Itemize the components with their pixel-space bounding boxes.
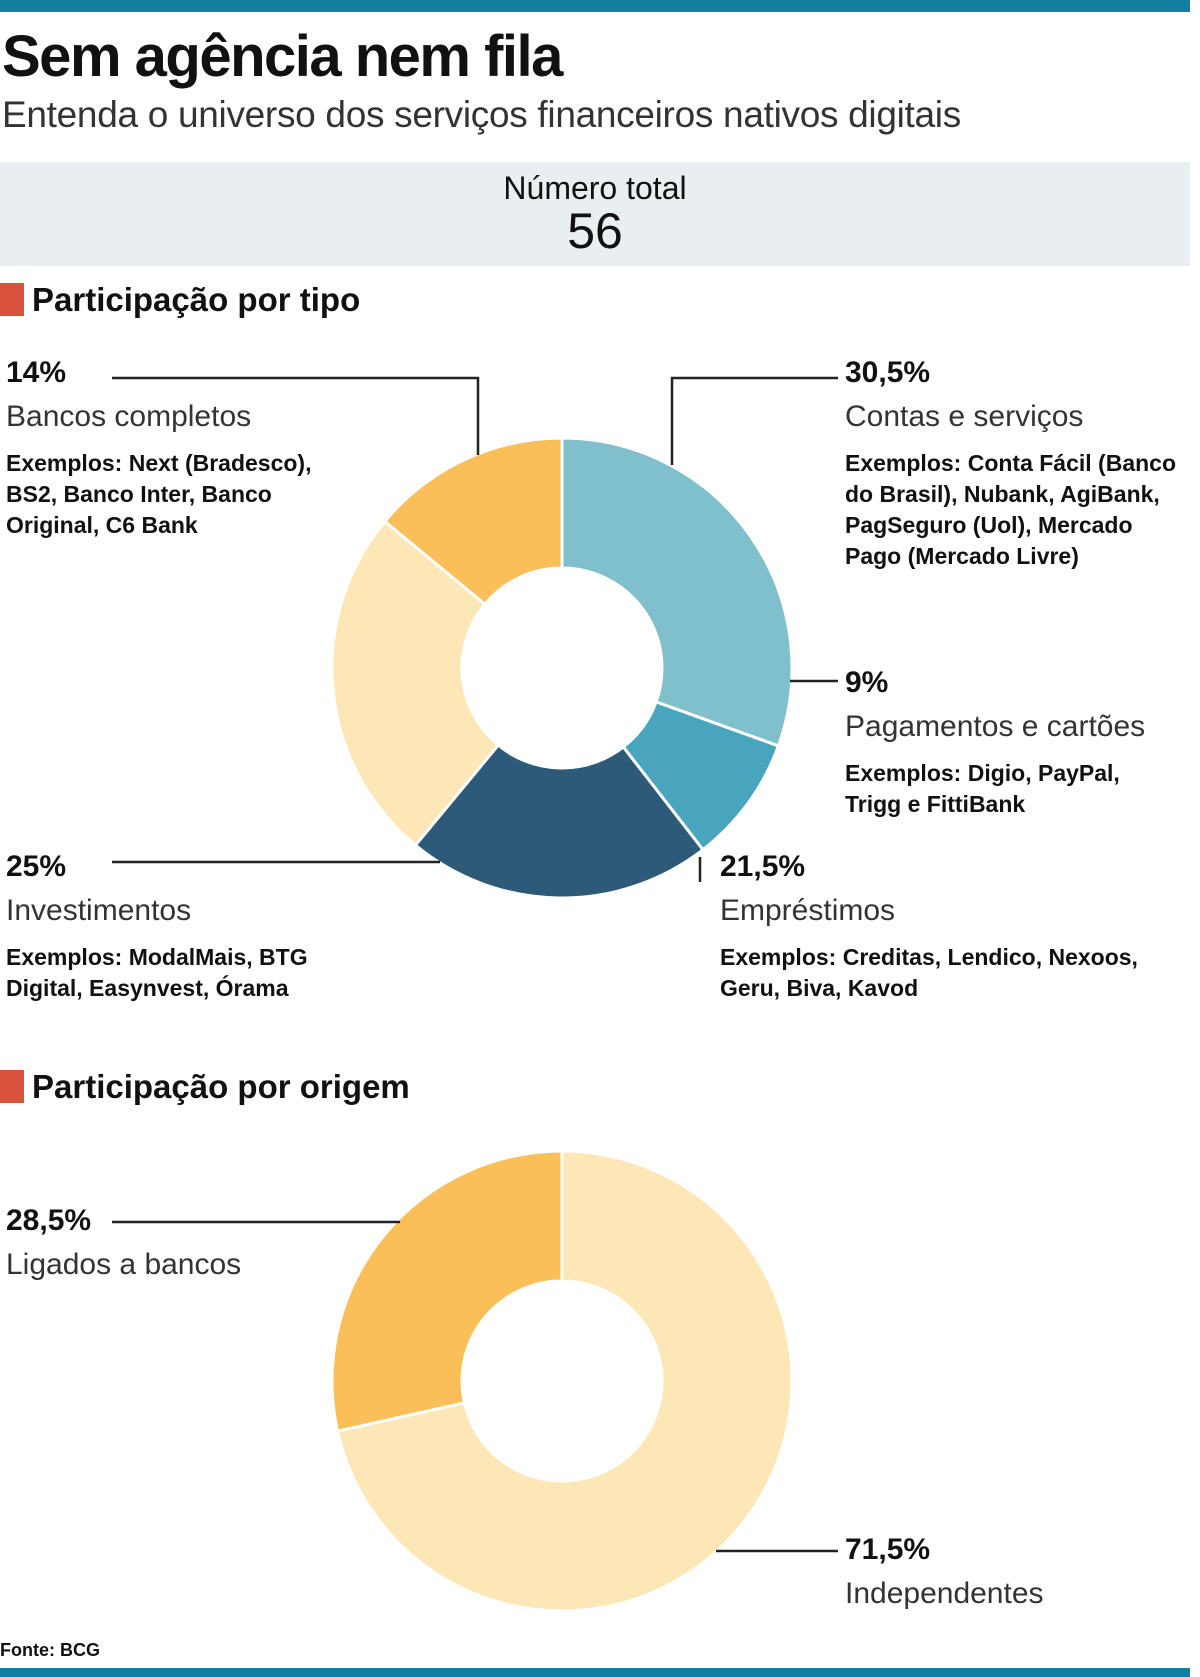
- example-line: Digital, Easynvest, Órama: [6, 975, 289, 1001]
- slice-label-investimentos: 25% Investimentos Exemplos: ModalMais, B…: [6, 852, 308, 1004]
- donut-chart-tipo: [330, 436, 794, 900]
- slice-examples: Exemplos: Creditas, Lendico, Nexoos, Ger…: [720, 942, 1138, 1004]
- slice-label-emprestimos: 21,5% Empréstimos Exemplos: Creditas, Le…: [720, 852, 1138, 1004]
- slice-label-bancos: 14% Bancos completos Exemplos: Next (Bra…: [6, 358, 311, 541]
- example-line: Pago (Mercado Livre): [845, 543, 1079, 569]
- source-note: Fonte: BCG: [0, 1640, 100, 1660]
- slice-category: Empréstimos: [720, 894, 896, 927]
- slice-percent: 25%: [6, 850, 67, 883]
- donut-slice-emprestimos: [413, 742, 706, 900]
- example-line: do Brasil), Nubank, AgiBank,: [845, 481, 1160, 507]
- example-line: BS2, Banco Inter, Banco: [6, 481, 272, 507]
- section-marker: [0, 283, 24, 316]
- total-label: Número total: [503, 170, 687, 206]
- slice-percent: 9%: [845, 666, 889, 699]
- slice-examples: Exemplos: ModalMais, BTG Digital, Easynv…: [6, 942, 308, 1004]
- slice-label-contas: 30,5% Contas e serviços Exemplos: Conta …: [845, 358, 1176, 572]
- slice-percent: 71,5%: [845, 1533, 931, 1566]
- page-title: Sem agência nem fila: [2, 24, 563, 89]
- slice-percent: 28,5%: [6, 1204, 92, 1237]
- donut-slice-contas: [560, 436, 794, 748]
- donut-slice-bancos: [382, 436, 564, 607]
- donut-slice-ligados: [330, 1149, 564, 1433]
- section-title-tipo: Participação por tipo: [32, 281, 361, 318]
- slice-examples: Exemplos: Conta Fácil (Banco do Brasil),…: [845, 448, 1176, 572]
- slice-category: Investimentos: [6, 894, 192, 927]
- donut-chart-origem: [330, 1149, 794, 1613]
- example-line: Trigg e FittiBank: [845, 791, 1026, 817]
- slice-category: Pagamentos e cartões: [845, 710, 1146, 743]
- example-line: Exemplos: Digio, PayPal,: [845, 760, 1120, 786]
- slice-category: Bancos completos: [6, 400, 252, 433]
- slice-percent: 21,5%: [720, 850, 806, 883]
- slice-label-pagamentos: 9% Pagamentos e cartões Exemplos: Digio,…: [845, 668, 1145, 820]
- slice-category: Ligados a bancos: [6, 1248, 242, 1281]
- example-line: Geru, Biva, Kavod: [720, 975, 919, 1001]
- bottom-accent-bar: [0, 1668, 1190, 1677]
- example-line: PagSeguro (Uol), Mercado: [845, 512, 1133, 538]
- section-title-origem: Participação por origem: [32, 1068, 410, 1105]
- slice-category: Independentes: [845, 1577, 1044, 1610]
- total-value: 56: [567, 203, 623, 259]
- donut-slice-investimentos: [330, 519, 501, 848]
- slice-examples: Exemplos: Digio, PayPal, Trigg e FittiBa…: [845, 758, 1145, 820]
- slice-percent: 14%: [6, 356, 67, 389]
- top-accent-bar: [0, 0, 1190, 12]
- slice-category: Contas e serviços: [845, 400, 1084, 433]
- example-line: Exemplos: Next (Bradesco),: [6, 450, 312, 476]
- slice-percent: 30,5%: [845, 356, 931, 389]
- total-box: Número total 56: [0, 162, 1190, 266]
- leader-line: [112, 376, 480, 455]
- section-marker: [0, 1070, 24, 1103]
- example-line: Exemplos: ModalMais, BTG: [6, 944, 308, 970]
- leader-lines: [112, 376, 838, 1553]
- example-line: Exemplos: Creditas, Lendico, Nexoos,: [720, 944, 1138, 970]
- donut-slice-independentes: [335, 1149, 794, 1613]
- example-line: Original, C6 Bank: [6, 512, 198, 538]
- page-subtitle: Entenda o universo dos serviços financei…: [2, 94, 961, 135]
- section-heading-origem: Participação por origem: [0, 1070, 410, 1103]
- section-heading-tipo: Participação por tipo: [0, 283, 360, 316]
- leader-line: [670, 376, 838, 465]
- slice-examples: Exemplos: Next (Bradesco), BS2, Banco In…: [6, 448, 311, 541]
- slice-label-ligados: 28,5% Ligados a bancos: [6, 1206, 241, 1280]
- slice-label-independentes: 71,5% Independentes: [845, 1535, 1044, 1609]
- example-line: Exemplos: Conta Fácil (Banco: [845, 450, 1177, 476]
